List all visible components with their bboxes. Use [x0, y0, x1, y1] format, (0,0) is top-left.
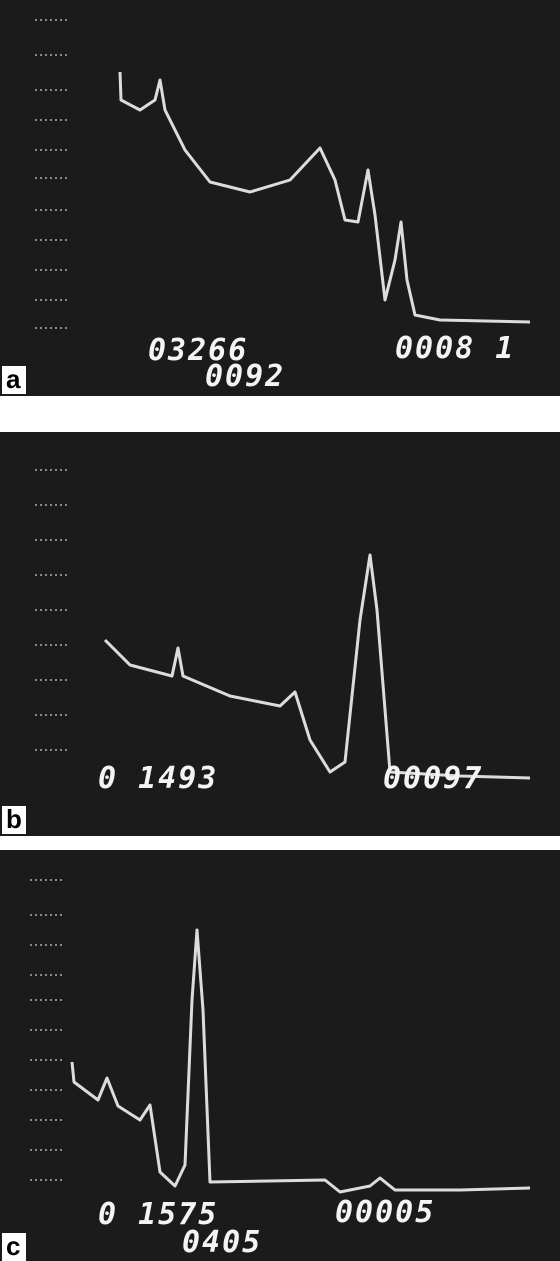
- panel-label: a: [6, 364, 21, 394]
- readout: 0092: [205, 359, 285, 394]
- readout: 00097: [383, 761, 483, 796]
- readout: 0405: [182, 1225, 262, 1260]
- readout: 00005: [335, 1195, 435, 1230]
- readout: 0008 1: [395, 331, 515, 366]
- scope-screen: [0, 850, 560, 1261]
- page: {"panels": [ {"label": "a", "readouts": …: [0, 0, 560, 1261]
- panel-c: 0 1575 0405 00005 c: [0, 850, 560, 1261]
- panel-label: c: [6, 1231, 20, 1261]
- figure: 03266 0092 0008 1 a 0 1493 00097 b: [0, 0, 560, 1261]
- panel-b: 0 1493 00097 b: [0, 432, 560, 836]
- readout: 0 1493: [98, 761, 218, 796]
- panel-a: 03266 0092 0008 1 a: [0, 0, 560, 396]
- panel-label: b: [6, 804, 22, 834]
